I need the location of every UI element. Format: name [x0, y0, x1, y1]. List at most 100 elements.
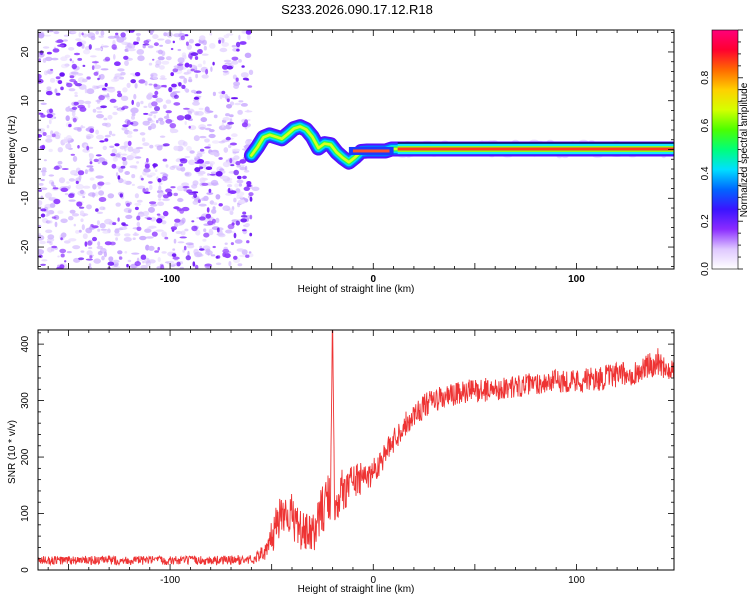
- noise-speck: [222, 72, 227, 76]
- noise-speck: [38, 249, 45, 255]
- noise-speck: [175, 230, 182, 235]
- noise-speck: [157, 38, 165, 41]
- noise-speck: [229, 190, 237, 195]
- noise-speck: [157, 201, 165, 207]
- noise-speck: [42, 171, 46, 177]
- noise-speck: [224, 62, 232, 65]
- noise-speck: [75, 180, 79, 185]
- noise-speck: [203, 45, 207, 51]
- noise-speck: [238, 34, 241, 41]
- noise-speck: [104, 241, 112, 246]
- noise-speck: [242, 175, 247, 179]
- noise-speck: [226, 98, 230, 103]
- noise-speck: [60, 237, 63, 241]
- noise-speck: [182, 249, 185, 253]
- noise-speck: [234, 102, 242, 106]
- noise-speck: [192, 180, 199, 186]
- noise-speck: [91, 65, 95, 70]
- noise-speck: [39, 145, 46, 150]
- noise-speck: [245, 223, 250, 227]
- noise-speck: [72, 155, 78, 162]
- noise-speck: [85, 258, 93, 261]
- noise-speck: [39, 183, 44, 186]
- noise-speck: [158, 65, 165, 70]
- noise-speck: [117, 68, 125, 72]
- noise-speck: [89, 128, 95, 134]
- noise-speck: [72, 245, 81, 250]
- noise-speck: [142, 142, 150, 147]
- noise-speck: [99, 206, 105, 211]
- noise-speck: [93, 64, 102, 70]
- noise-speck: [212, 206, 216, 210]
- noise-speck: [155, 59, 162, 66]
- noise-speck: [155, 97, 163, 103]
- noise-speck: [46, 113, 53, 119]
- noise-speck: [177, 57, 185, 64]
- noise-speck: [86, 76, 91, 80]
- noise-speck: [111, 163, 117, 169]
- noise-speck: [115, 202, 121, 207]
- noise-speck: [79, 189, 85, 195]
- snr-panel: -100 0 100 0 100 200 300 400 Height of straight…: [7, 329, 675, 595]
- noise-speck: [238, 100, 244, 103]
- noise-speck: [149, 144, 154, 149]
- noise-speck: [154, 90, 159, 96]
- noise-speck: [193, 156, 198, 159]
- noise-speck: [63, 260, 67, 263]
- colorbar-tick-label: 0.8: [700, 70, 711, 84]
- noise-speck: [63, 240, 71, 244]
- noise-speck: [185, 255, 191, 261]
- noise-speck: [231, 60, 239, 65]
- noise-speck: [236, 164, 241, 168]
- noise-speck: [97, 77, 100, 81]
- noise-speck: [173, 33, 182, 38]
- noise-speck: [97, 181, 105, 186]
- snr-plot-area: [38, 330, 674, 567]
- noise-speck: [229, 114, 234, 118]
- noise-speck: [189, 64, 193, 68]
- noise-speck: [104, 182, 111, 185]
- noise-speck: [239, 254, 247, 258]
- noise-speck: [233, 255, 238, 260]
- noise-speck: [148, 181, 153, 184]
- noise-speck: [117, 250, 123, 255]
- signal-transition-peak: [352, 149, 390, 153]
- noise-speck: [104, 138, 109, 142]
- noise-speck: [121, 153, 128, 156]
- noise-speck: [166, 31, 173, 38]
- noise-speck: [136, 199, 143, 203]
- noise-speck: [247, 85, 253, 88]
- noise-speck: [57, 147, 63, 153]
- noise-speck: [103, 94, 110, 98]
- noise-speck: [191, 220, 195, 223]
- noise-speck: [143, 112, 149, 115]
- noise-speck: [47, 234, 55, 240]
- noise-speck: [156, 50, 160, 53]
- noise-speck: [246, 184, 252, 187]
- noise-speck: [136, 161, 140, 164]
- noise-speck: [210, 66, 213, 72]
- noise-speck: [111, 44, 117, 50]
- noise-speck: [163, 115, 170, 119]
- noise-speck: [207, 220, 214, 226]
- noise-speck: [248, 192, 254, 197]
- noise-speck: [235, 220, 240, 226]
- noise-speck: [224, 180, 233, 184]
- noise-speck: [40, 195, 43, 200]
- noise-speck: [183, 77, 188, 84]
- noise-speck: [47, 246, 53, 253]
- noise-speck: [227, 184, 233, 188]
- noise-speck: [158, 198, 162, 201]
- noise-speck: [80, 250, 85, 253]
- noise-speck: [147, 226, 155, 230]
- noise-speck: [225, 113, 230, 117]
- noise-speck: [100, 68, 109, 71]
- noise-speck: [40, 178, 45, 182]
- noise-speck: [153, 42, 159, 47]
- noise-speck: [136, 36, 141, 42]
- noise-speck: [143, 105, 148, 108]
- noise-speck: [161, 231, 168, 238]
- noise-speck: [189, 55, 193, 60]
- noise-speck: [63, 39, 68, 42]
- noise-speck: [95, 175, 104, 179]
